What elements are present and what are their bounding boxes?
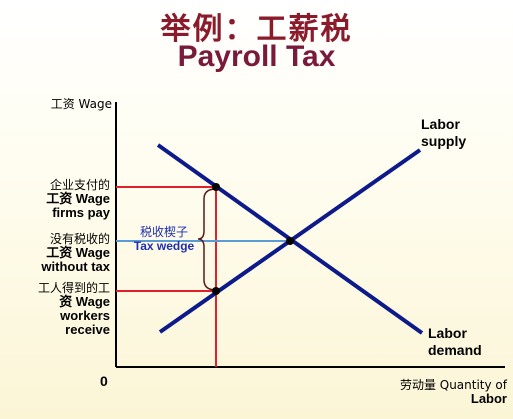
wage-firms-pay-label: 企业支付的 工资 Wage firms pay [46, 178, 110, 220]
labor-supply-label: Labor supply [421, 116, 467, 149]
workers-receive-point [212, 287, 220, 295]
title-chinese: 举例：工薪税 [160, 12, 353, 47]
y-axis-label: 工资 Wage [50, 97, 112, 111]
tax-wedge-label: 税收楔子 Tax wedge [133, 225, 195, 253]
wage-without-tax-label: 没有税收的 工资 Wage without tax [41, 232, 110, 274]
tax-wedge-brace [197, 188, 217, 291]
firms-pay-point [212, 183, 220, 191]
equilibrium-point [286, 237, 294, 245]
x-axis-label: 劳动量 Quantity of Labor [399, 378, 507, 406]
wage-workers-receive-label: 工人得到的工 资 Wage workers receive [37, 281, 110, 337]
origin-label: 0 [100, 373, 108, 389]
title-english: Payroll Tax [177, 40, 336, 73]
labor-demand-label: Labor demand [428, 325, 482, 358]
